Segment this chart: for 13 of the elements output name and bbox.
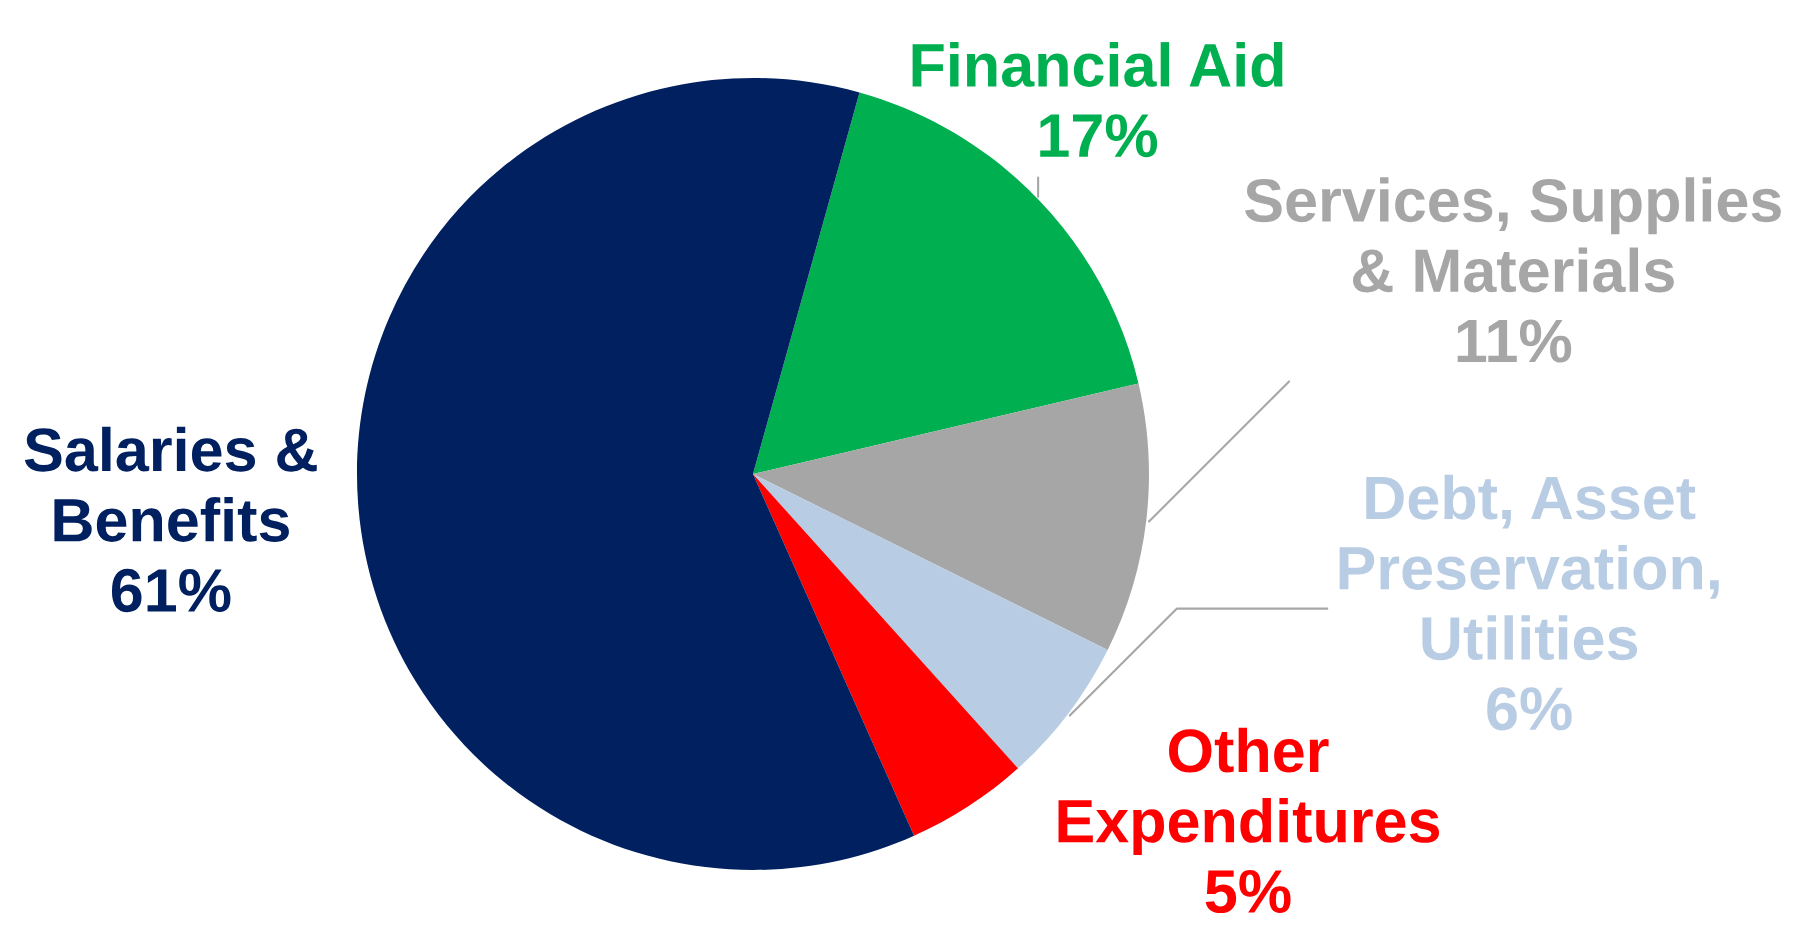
data-label: 11%	[1457, 319, 1572, 363]
slice-label: Other Expenditures	[1058, 727, 1440, 855]
data-label: 5%	[1205, 869, 1291, 914]
slice-label: Services, Supplies & Materials	[1245, 177, 1781, 293]
pie-slice	[753, 383, 1149, 651]
data-label: 6%	[1487, 687, 1572, 731]
pie-slice	[753, 474, 1108, 769]
data-label: 61%	[111, 568, 231, 613]
slice-label: Salaries & Benefits	[24, 426, 317, 542]
slice-label: Debt, Asset Preservation, Utilities	[1339, 474, 1719, 661]
data-label: 17%	[1040, 114, 1158, 158]
pie-slice	[753, 474, 1018, 836]
slice-label: Financial Aid	[912, 42, 1283, 87]
